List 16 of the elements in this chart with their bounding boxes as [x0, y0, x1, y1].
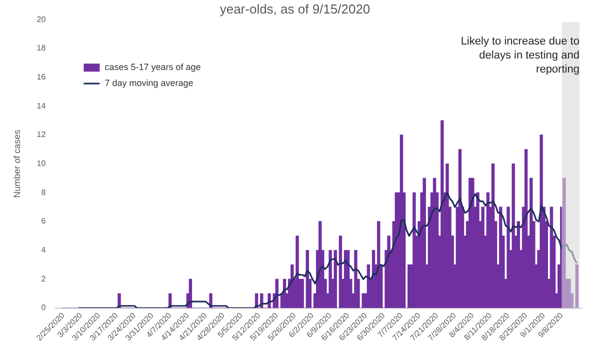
y-tick-label: 8	[41, 188, 46, 197]
y-tick-label: 6	[41, 216, 46, 226]
y-tick-label: 20	[36, 14, 46, 24]
y-tick-label: 10	[36, 159, 46, 168]
band-label: Likely to increase due to delays in testing and reporting	[460, 36, 580, 76]
y-tick-label: 2	[41, 274, 46, 284]
y-axis-title: Number of cases	[12, 129, 22, 198]
chart-title: year-olds, as of 9/15/2020	[220, 1, 370, 16]
y-tick-label: 16	[36, 72, 46, 82]
y-tick-label: 12	[36, 130, 46, 140]
y-tick-label: 4	[41, 246, 46, 255]
legend-label: cases 5-17 years of age	[104, 62, 201, 72]
y-tick-label: 18	[36, 44, 46, 53]
y-tick-label: 0	[41, 303, 46, 312]
legend-label: 7 day moving average	[104, 78, 194, 88]
y-tick-label: 14	[36, 101, 46, 110]
